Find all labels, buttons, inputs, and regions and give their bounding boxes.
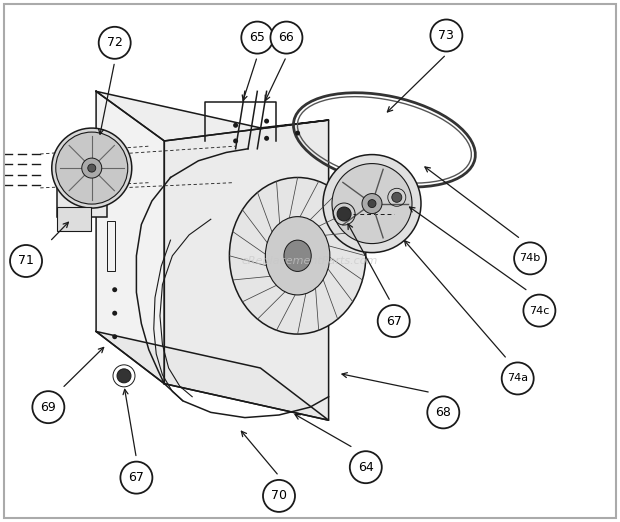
Circle shape: [112, 287, 117, 292]
Circle shape: [112, 334, 117, 339]
Text: 73: 73: [438, 29, 454, 42]
Text: 72: 72: [107, 37, 123, 49]
Circle shape: [430, 19, 463, 52]
Ellipse shape: [229, 177, 366, 334]
Text: 74a: 74a: [507, 373, 528, 384]
Circle shape: [337, 207, 351, 221]
Circle shape: [82, 158, 102, 178]
Ellipse shape: [56, 132, 128, 204]
Text: 67: 67: [128, 471, 144, 484]
Text: eReplacementParts.com: eReplacementParts.com: [242, 256, 378, 266]
Bar: [107, 221, 115, 271]
Bar: [57, 179, 107, 217]
Text: 68: 68: [435, 406, 451, 419]
Circle shape: [88, 164, 95, 172]
Bar: [57, 207, 91, 231]
Circle shape: [120, 461, 153, 494]
Polygon shape: [96, 91, 329, 141]
Ellipse shape: [284, 240, 311, 271]
Ellipse shape: [323, 155, 421, 253]
Circle shape: [112, 311, 117, 316]
Circle shape: [264, 118, 269, 124]
Text: 74b: 74b: [520, 253, 541, 264]
Circle shape: [10, 245, 42, 277]
Text: 71: 71: [18, 255, 34, 267]
Text: 67: 67: [386, 315, 402, 327]
Circle shape: [233, 138, 238, 144]
Circle shape: [523, 294, 556, 327]
Circle shape: [263, 480, 295, 512]
Circle shape: [32, 391, 64, 423]
Text: 65: 65: [249, 31, 265, 44]
Circle shape: [264, 136, 269, 141]
Circle shape: [502, 362, 534, 395]
Polygon shape: [96, 91, 164, 384]
Text: 64: 64: [358, 461, 374, 473]
Circle shape: [99, 27, 131, 59]
Text: 66: 66: [278, 31, 294, 44]
Circle shape: [233, 123, 238, 128]
Circle shape: [295, 130, 300, 136]
Circle shape: [514, 242, 546, 275]
Circle shape: [117, 369, 131, 383]
Text: 69: 69: [40, 401, 56, 413]
Ellipse shape: [51, 128, 132, 208]
Circle shape: [392, 192, 402, 203]
Ellipse shape: [332, 163, 412, 244]
Circle shape: [350, 451, 382, 483]
Circle shape: [368, 199, 376, 208]
Text: 70: 70: [271, 490, 287, 502]
Polygon shape: [96, 331, 329, 420]
Polygon shape: [164, 120, 329, 420]
Circle shape: [362, 194, 382, 213]
Circle shape: [378, 305, 410, 337]
Circle shape: [241, 21, 273, 54]
Ellipse shape: [265, 217, 330, 295]
Circle shape: [427, 396, 459, 429]
Text: 74c: 74c: [529, 305, 549, 316]
Circle shape: [270, 21, 303, 54]
